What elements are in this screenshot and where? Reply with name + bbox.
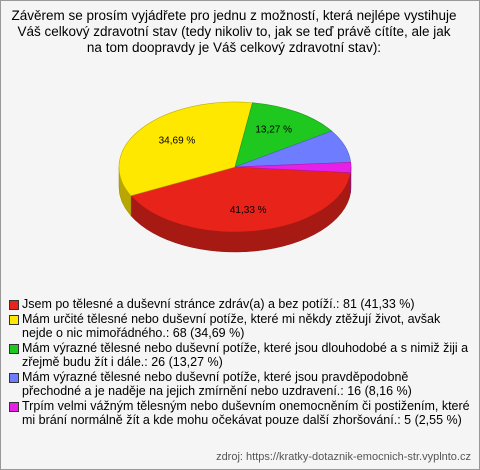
legend-label: Mám určité tělesné nebo duševní potíže, … [22,312,441,340]
legend-swatch [9,315,19,325]
slice [130,166,351,233]
value-label: 41,33 % [230,205,267,216]
legend-entry: Mám určité tělesné nebo duševní potíže, … [8,312,470,340]
slice [234,102,333,168]
legend: Jsem po tělesné a duševní stránce zdráv(… [8,297,470,428]
value-label: 34,69 % [159,136,196,147]
value-label: 13,27 % [255,124,292,135]
legend-label: Mám výrazné tělesné nebo duševní potíže,… [22,370,412,398]
legend-entry: Trpím velmi vážným tělesným nebo duševní… [8,399,470,427]
legend-swatch [9,300,19,310]
source: zdroj: https://kratky-dotaznik-emocnich-… [216,451,471,463]
chart-title: Závěrem se prosím vyjádřete pro jednu z … [11,8,457,55]
slice [234,161,352,173]
legend-label: Mám výrazné tělesné nebo duševní potíže,… [22,341,469,369]
legend-label: Trpím velmi vážným tělesným nebo duševní… [22,399,470,427]
legend-entry: Mám výrazné tělesné nebo duševní potíže,… [8,341,470,369]
legend-entry: Mám výrazné tělesné nebo duševní potíže,… [8,370,470,398]
slice [118,101,253,197]
legend-label: Jsem po tělesné a duševní stránce zdráv(… [22,297,415,311]
legend-swatch [9,344,19,354]
legend-swatch [9,402,19,412]
legend-entry: Jsem po tělesné a duševní stránce zdráv(… [8,297,470,311]
pie: 41,33 % 34,69 % 13,27 % [118,101,352,253]
legend-swatch [9,373,19,383]
